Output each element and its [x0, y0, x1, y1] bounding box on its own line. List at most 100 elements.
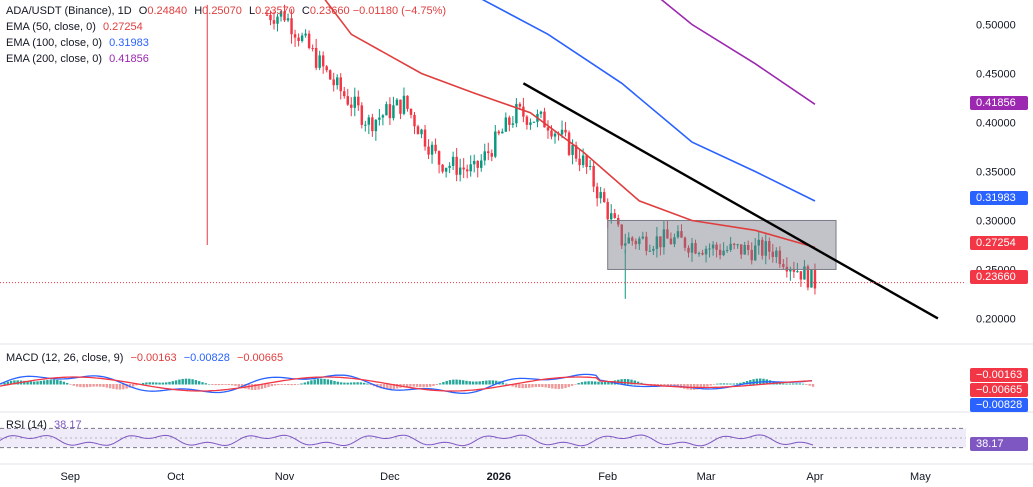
candle-body: [416, 126, 420, 135]
macd-histogram-bar: [742, 381, 745, 385]
candle-body: [455, 156, 458, 175]
candle-body: [683, 237, 687, 248]
candle-body: [374, 119, 378, 132]
macd-histogram-bar: [72, 384, 75, 386]
macd-histogram-bar: [346, 382, 349, 385]
candle-body: [602, 192, 606, 203]
price-pane[interactable]: [0, 0, 966, 320]
macd-histogram-bar: [455, 379, 458, 385]
candle-body: [806, 266, 810, 288]
macd-histogram-bar: [488, 380, 491, 385]
ema50-price-tag: 0.27254: [970, 236, 1028, 250]
macd-histogram-bar: [297, 384, 300, 385]
macd-histogram-bar: [448, 380, 452, 385]
candle-body: [634, 240, 638, 245]
y-tick-label: 0.40000: [976, 117, 1016, 129]
x-tick-label: 2026: [487, 471, 511, 483]
candle-body: [571, 145, 574, 155]
macd-histogram-bar: [339, 382, 343, 385]
macd-histogram-bar: [445, 380, 448, 385]
candle-body: [704, 248, 708, 255]
x-tick-label: Feb: [598, 471, 617, 483]
macd-histogram-bar: [722, 383, 726, 385]
candle-body: [515, 103, 518, 124]
macd-histogram-bar: [13, 380, 16, 385]
macd-histogram-bar: [389, 384, 392, 390]
candle-body: [525, 116, 529, 125]
rsi-pane[interactable]: [0, 427, 966, 449]
close-label: C: [301, 5, 310, 17]
macd-legend: MACD (12, 26, close, 9) −0.00163 −0.0082…: [6, 351, 283, 366]
candle-body: [585, 155, 588, 167]
candle-body: [782, 264, 785, 267]
axes: 0.500000.450000.400000.350000.300000.250…: [0, 19, 1033, 483]
macd-histogram-bar: [561, 384, 564, 389]
rsi-value: 38.17: [54, 419, 82, 431]
macd-histogram-bar: [135, 384, 138, 386]
macd-histogram-bar: [429, 384, 432, 387]
macd-histogram-bar: [333, 380, 336, 385]
consolidation-range-box: [607, 219, 837, 270]
macd-label: MACD (12, 26, close, 9): [6, 352, 124, 364]
macd-histogram-bar: [237, 384, 240, 387]
candle-body: [444, 167, 448, 172]
rsi-tag: 38.17: [970, 437, 1028, 451]
macd-histogram-bar: [732, 383, 735, 385]
macd-histogram-bar: [277, 384, 280, 386]
macd-histogram-bar: [82, 384, 85, 388]
candle-body: [638, 238, 641, 245]
candle-body: [662, 229, 666, 248]
macd-histogram-bar: [379, 384, 382, 389]
macd-histogram-bar: [366, 383, 369, 385]
macd-histogram-bar: [9, 380, 13, 385]
x-tick-label: Nov: [275, 471, 295, 483]
macd-histogram-bar: [547, 384, 551, 388]
ema50-label: EMA (50, close, 0): [6, 21, 96, 33]
candle-body: [739, 244, 743, 255]
candle-body: [669, 238, 673, 245]
rsi-legend: RSI (14) 38.17: [6, 418, 82, 433]
macd-histogram-bar: [485, 380, 488, 385]
macd-histogram-bar: [141, 382, 145, 385]
candle-body: [480, 160, 483, 168]
macd-histogram-bar: [696, 384, 699, 390]
macd-histogram-bar: [214, 384, 217, 386]
candle-body: [413, 114, 416, 127]
macd-histogram-bar: [471, 381, 475, 385]
candle-body: [718, 249, 722, 256]
candle-body: [754, 245, 757, 261]
macd-histogram-bar: [702, 384, 706, 388]
candle-body: [276, 16, 279, 24]
high-label: H: [194, 5, 203, 17]
macd-histogram-bar: [491, 380, 495, 385]
high-value: 0.25070: [202, 5, 242, 17]
candle-body: [293, 34, 297, 38]
macd-histogram-bar: [79, 384, 82, 388]
candle-body: [743, 245, 746, 255]
candle-body: [462, 167, 465, 170]
macd-histogram-bar: [528, 384, 531, 388]
macd-pane[interactable]: [0, 373, 815, 394]
open-value: 0.24840: [147, 5, 188, 17]
macd-histogram-bar: [326, 379, 330, 385]
macd-value-3: −0.00665: [236, 352, 284, 364]
candle-body: [406, 95, 409, 109]
macd-histogram-bar: [112, 384, 115, 389]
ohlc-legend: ADA/USDT (Binance), 1D O0.24840 H0.25070…: [6, 4, 446, 19]
macd-histogram-bar: [33, 381, 36, 385]
candle-body: [378, 117, 381, 120]
macd-histogram-bar: [442, 382, 445, 385]
candle-body: [392, 105, 395, 119]
macd-histogram-bar: [105, 384, 108, 388]
candle-body: [385, 104, 388, 116]
macd-histogram-bar: [181, 378, 184, 385]
macd-histogram-bar: [795, 383, 798, 385]
candle-body: [641, 236, 645, 239]
candle-body: [286, 18, 290, 21]
candle-body: [627, 237, 631, 244]
macd-histogram-bar: [422, 384, 425, 388]
macd-histogram-bar: [165, 382, 168, 385]
macd-histogram-bar: [808, 384, 811, 386]
macd-histogram-bar: [353, 382, 356, 385]
